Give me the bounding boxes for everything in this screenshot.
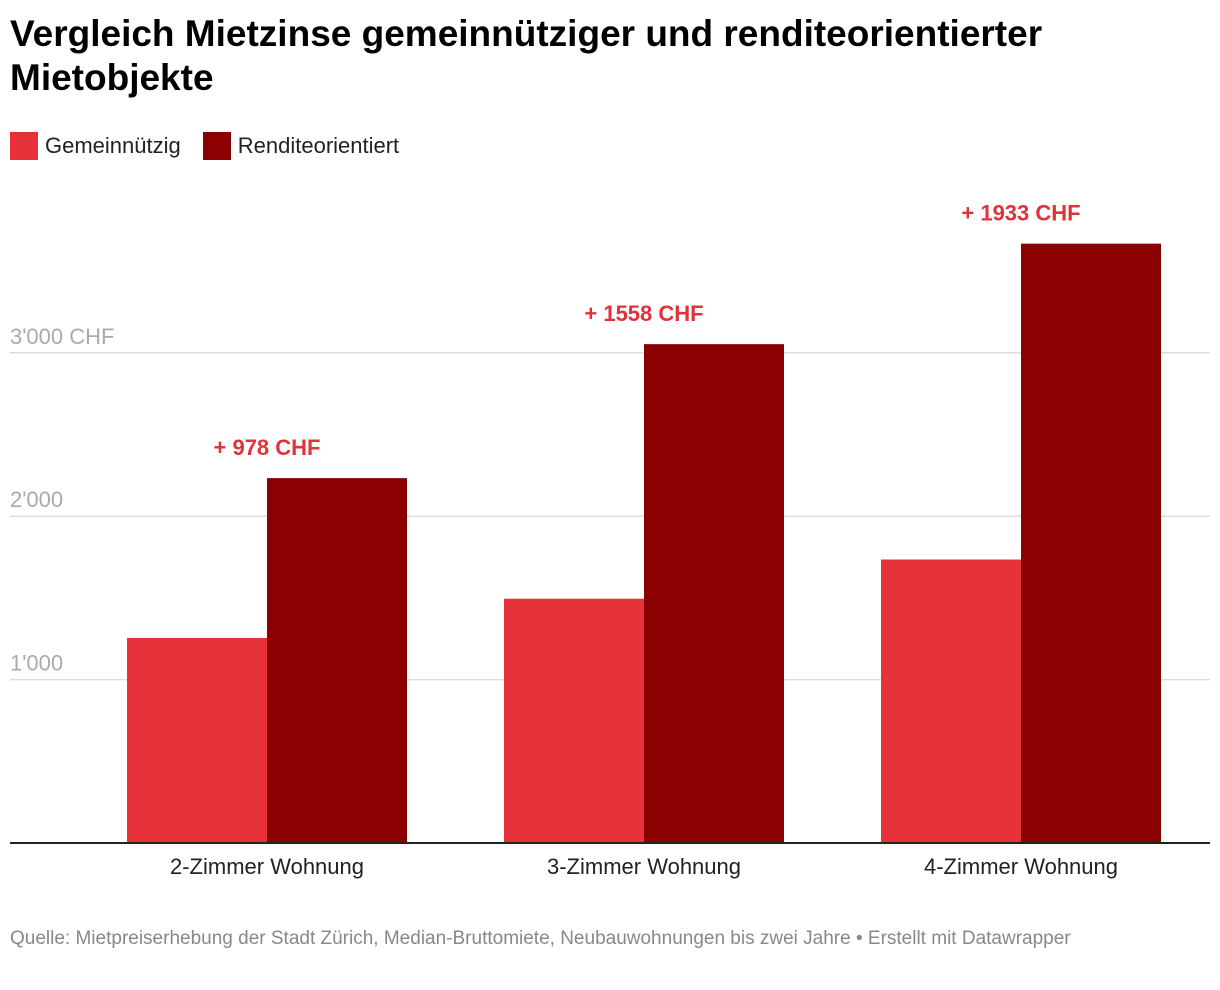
difference-annotation: + 978 CHF [214,435,321,460]
legend-label-renditeorientiert: Renditeorientiert [237,133,400,158]
legend: Gemeinnützig Renditeorientiert [10,132,421,160]
legend-label-gemeinnuetzig: Gemeinnützig [45,133,181,158]
y-tick-label: 3'000 CHF [10,324,114,349]
y-tick-label: 2'000 [10,487,63,512]
bar-renditeorientiert [1021,243,1161,843]
bar-gemeinnuetzig [504,598,644,843]
bar-gemeinnuetzig [127,637,267,843]
legend-item-gemeinnuetzig: Gemeinnützig [10,132,181,160]
chart-title: Vergleich Mietzinse gemeinnütziger und r… [10,13,1043,98]
y-tick-label: 1'000 [10,651,63,676]
difference-annotation: + 1933 CHF [961,201,1080,226]
legend-swatch-renditeorientiert [202,132,231,160]
bar-chart: 1'000 2'000 3'000 CHF + 978 CHF 2-Zimmer Woh… [10,201,1210,879]
x-category-label: 4-Zimmer Wohnung [924,854,1118,879]
bar-gemeinnuetzig [881,559,1021,843]
difference-annotation: + 1558 CHF [584,301,703,326]
legend-swatch-gemeinnuetzig [10,132,38,160]
legend-item-renditeorientiert: Renditeorientiert [202,132,400,160]
bar-renditeorientiert [267,478,407,843]
bar-renditeorientiert [644,344,784,843]
x-category-label: 2-Zimmer Wohnung [170,854,364,879]
source-footer: Quelle: Mietpreiserhebung der Stadt Züri… [10,928,1071,949]
x-category-label: 3-Zimmer Wohnung [547,854,741,879]
